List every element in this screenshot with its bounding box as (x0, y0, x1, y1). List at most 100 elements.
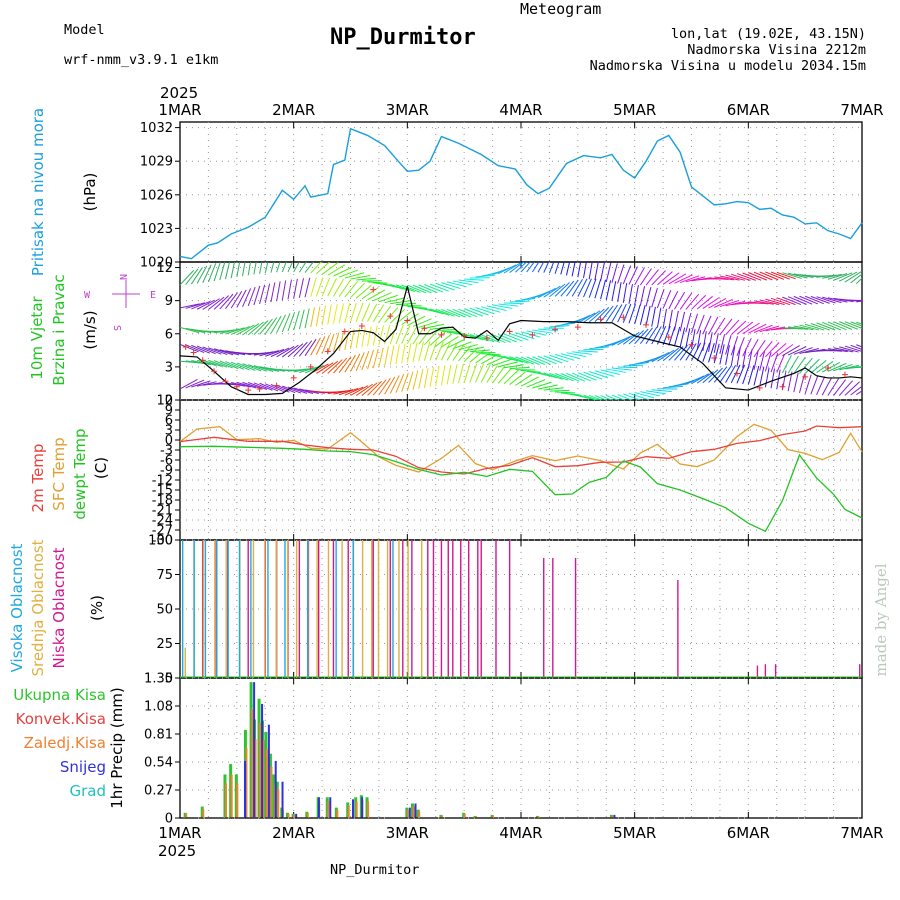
wind-barb (333, 278, 344, 297)
wind-barb (856, 321, 862, 325)
y-tick-label: -9 (160, 464, 173, 479)
wind-barb (748, 323, 767, 334)
wind-barb (708, 297, 727, 309)
wind-barb (202, 298, 220, 310)
wind-barb (457, 363, 464, 384)
wind-barb (492, 334, 512, 343)
wind-barb (498, 361, 518, 368)
wind-barb (446, 338, 466, 349)
wind-barb (782, 327, 803, 330)
wind-barb (230, 361, 250, 371)
wind-barb (180, 343, 199, 353)
wind-barb (537, 262, 545, 273)
wind-barb (804, 374, 812, 394)
wind-barb (185, 268, 199, 285)
wind-barb (208, 347, 228, 356)
wind-barb (361, 303, 371, 322)
wind-barb (344, 281, 358, 298)
y-tick-label: 0.54 (144, 756, 173, 771)
frozen-precip-bar (537, 816, 540, 818)
precip-legend-item: Konvek.Kisa (16, 710, 106, 728)
wind-barb (560, 373, 580, 382)
temp-unit: (C) (92, 457, 110, 479)
wind-barb (622, 331, 640, 345)
wind-barb (498, 303, 519, 307)
wind-barb (503, 262, 522, 274)
y-tick-label: 6 (165, 414, 173, 429)
wind-barb (577, 350, 598, 353)
wind-barb (776, 353, 785, 373)
wind-barb (196, 381, 217, 387)
precip-legend-item: Snijeg (60, 758, 106, 776)
wind-barb (259, 318, 273, 335)
wind-barb (253, 262, 257, 275)
wind-barb (827, 378, 840, 396)
wind-barb (793, 372, 799, 393)
wind-barb (424, 308, 444, 315)
wind-barb (514, 262, 528, 273)
frozen-precip-bar (185, 813, 188, 818)
wind-barb (713, 317, 726, 336)
wind-barb (531, 262, 540, 273)
wind-barb (492, 358, 512, 367)
wind-barb (645, 390, 666, 395)
wind-barb (406, 325, 418, 345)
wind-barb (765, 298, 785, 306)
wind-barb (180, 326, 200, 334)
wind-barb (696, 371, 714, 384)
wind-barb (327, 278, 338, 297)
wind-barb (378, 294, 399, 303)
wind-barb (594, 262, 599, 281)
frozen-precip-bar (418, 811, 421, 818)
dewpoint-line (179, 445, 863, 533)
wind-barb (481, 306, 501, 313)
wind-barb (373, 292, 392, 302)
x-tick-label-bottom: 7MAR (840, 824, 883, 842)
wind-barb (787, 296, 807, 305)
wind-barb (850, 273, 862, 284)
wind-barb (230, 325, 250, 335)
wind-barb (412, 284, 432, 294)
panel-frame (179, 121, 863, 263)
wind-barb (463, 308, 483, 317)
wind-barb (276, 281, 281, 302)
gust-marker (597, 316, 604, 323)
wind-barb (298, 309, 305, 330)
wind-barb (276, 314, 286, 333)
wind-barb (424, 284, 444, 293)
wind-barb (315, 336, 326, 355)
wind-barb (367, 349, 374, 370)
wind-barb (645, 305, 651, 326)
wind-barb (202, 359, 222, 367)
wind-barb (503, 355, 524, 363)
x-tick-label-top: 2MAR (272, 101, 315, 119)
wind-barb (191, 380, 211, 388)
wind-barb (248, 382, 268, 390)
wind-barb (560, 262, 565, 275)
pressure-line (179, 127, 863, 260)
wind-barb (225, 327, 245, 335)
wind-barb (822, 349, 843, 352)
gust-marker (233, 383, 240, 390)
wind-barb (770, 368, 776, 389)
wind-barb (628, 362, 649, 366)
compass-south: S (111, 325, 122, 331)
wind-barb (310, 277, 317, 297)
frozen-precip-bar (355, 801, 358, 818)
wind-barb (389, 308, 406, 324)
wind-barb (208, 359, 228, 368)
wind-barb (833, 272, 853, 281)
wind-barb (736, 337, 745, 357)
wind-barb (747, 349, 753, 369)
y-tick-label: 1023 (140, 222, 173, 237)
wind-barb (463, 346, 479, 362)
wind-barb (719, 344, 725, 365)
wind-barb (736, 364, 745, 384)
wind-barb (389, 324, 397, 345)
wind-barb (548, 262, 555, 274)
precip-legend-item: Grad (69, 782, 106, 800)
wind-barb (537, 372, 558, 379)
wind-barb (657, 349, 675, 362)
wind-barb (515, 332, 535, 340)
frozen-precip-bar (336, 809, 339, 818)
